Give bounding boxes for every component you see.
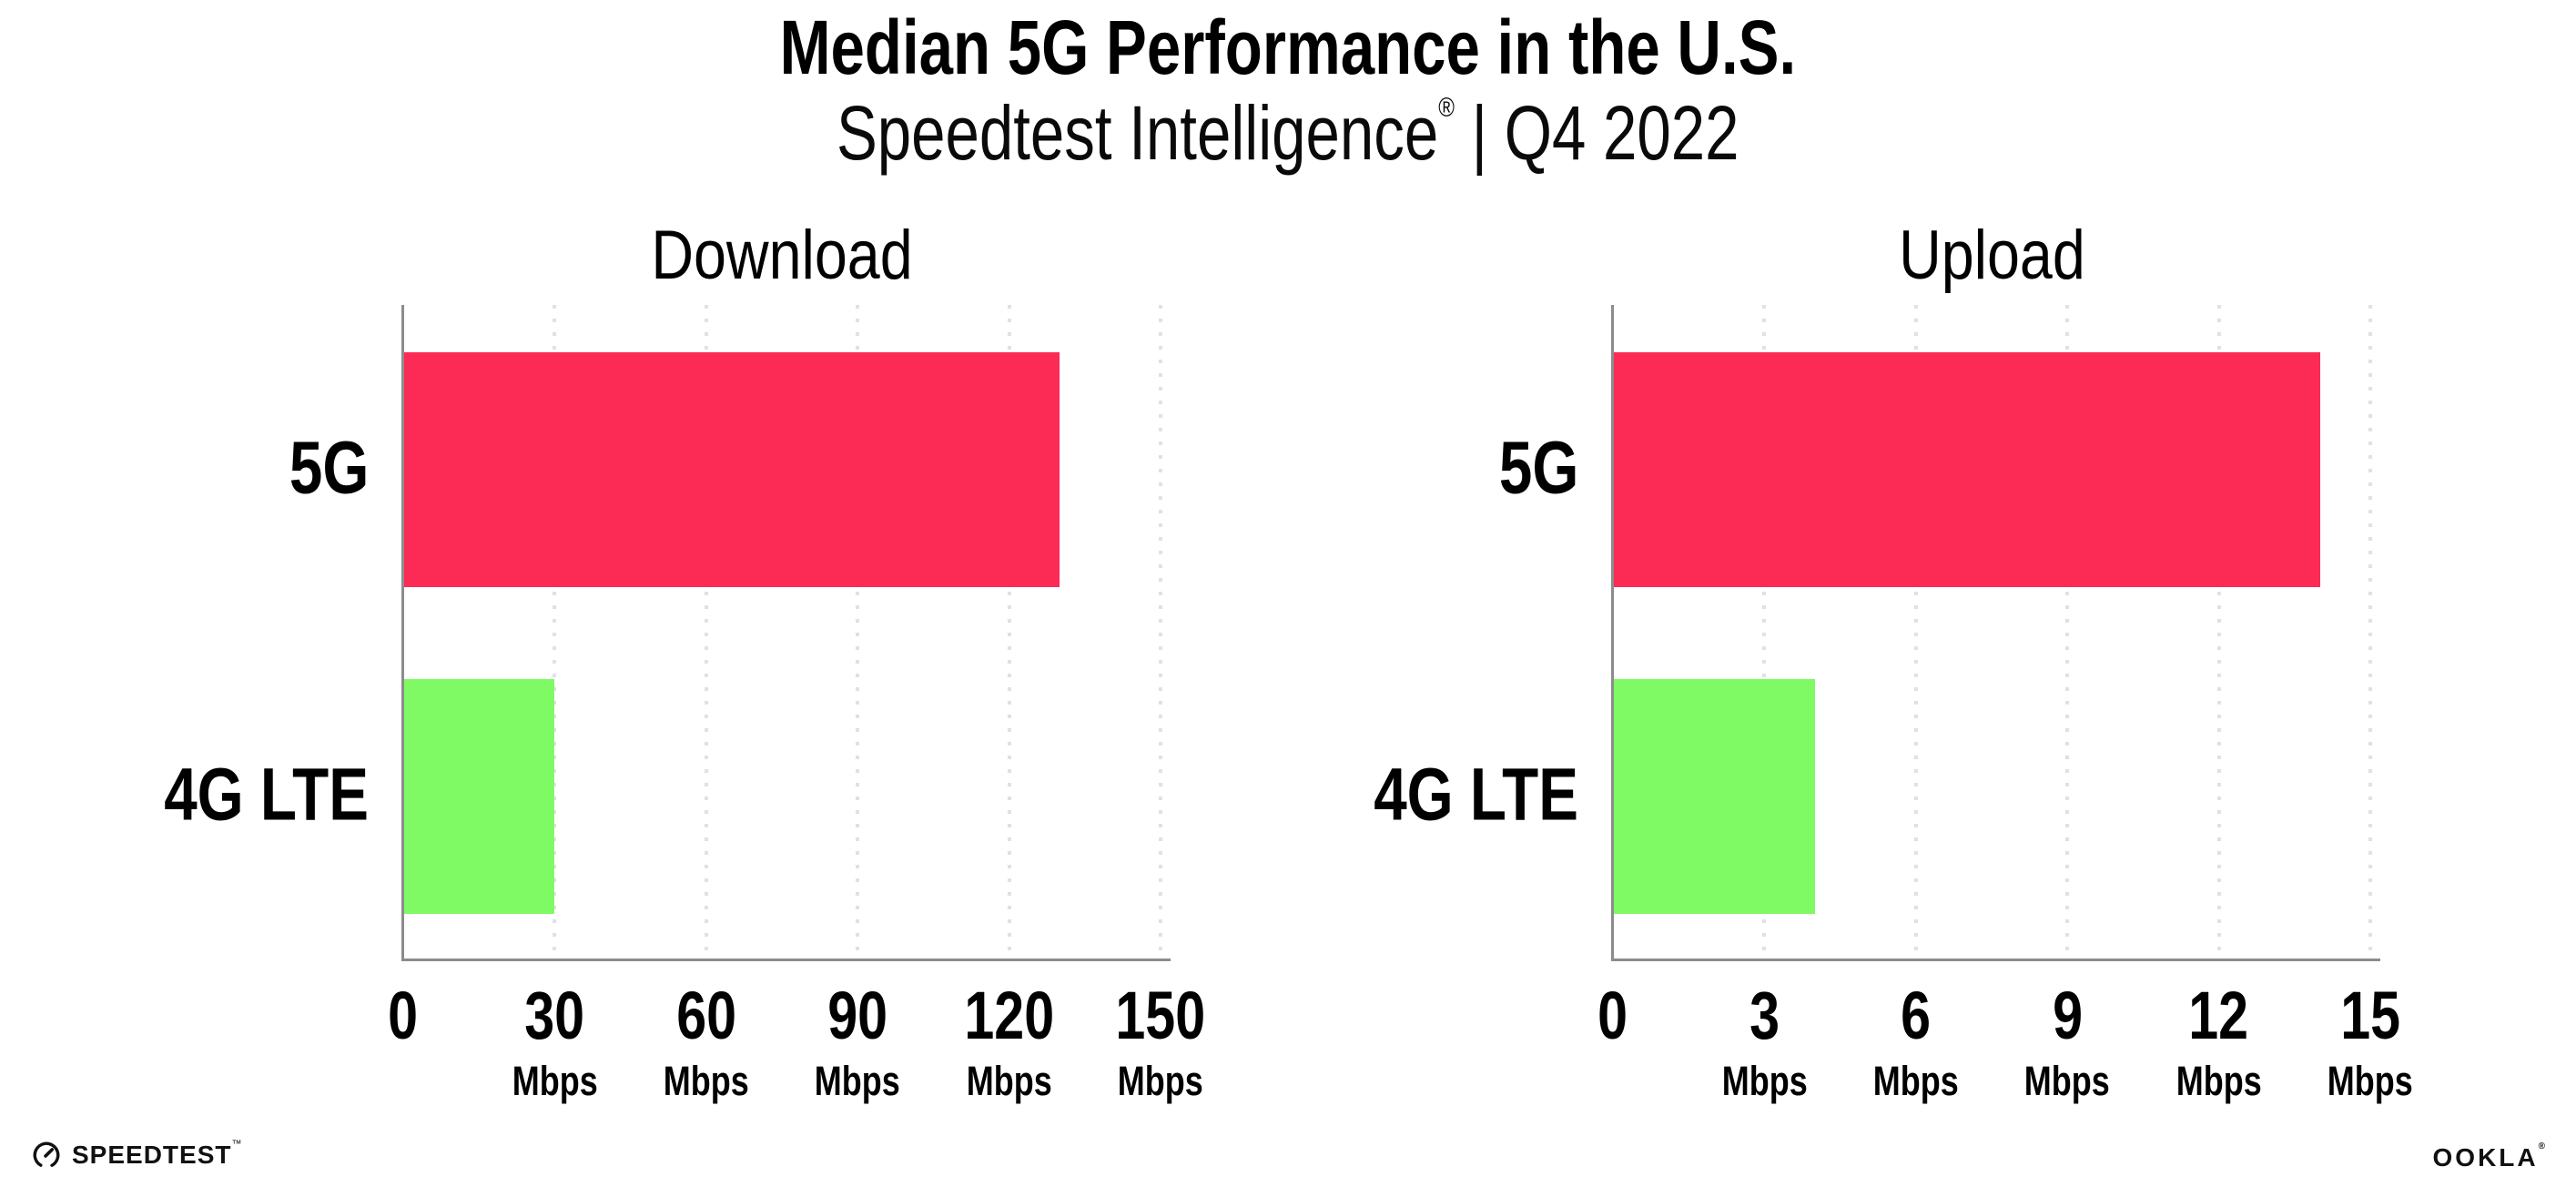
x-tick-value: 90	[827, 978, 888, 1053]
x-tick-unit: Mbps	[1721, 1058, 1808, 1104]
x-tick-unit: Mbps	[2024, 1058, 2111, 1104]
gridline	[2216, 305, 2221, 959]
x-tick-unit: Mbps	[966, 1058, 1052, 1104]
bar-4g-lte	[1613, 679, 1815, 914]
upload-chart-title: Upload	[1898, 217, 2085, 294]
x-tick-unit: Mbps	[1118, 1058, 1203, 1104]
gauge-needle-icon	[44, 1148, 55, 1158]
subtitle-period: | Q4 2022	[1471, 90, 1739, 176]
x-tick-value: 3	[1749, 978, 1780, 1053]
page-title-text: Median 5G Performance in the U.S.	[779, 5, 1797, 90]
x-tick-value: 12	[2188, 978, 2249, 1053]
x-tick: 90 Mbps	[721, 978, 994, 1104]
x-tick-value: 9	[2052, 978, 2083, 1053]
gridline	[2368, 305, 2372, 959]
x-tick-unit: Mbps	[663, 1058, 749, 1104]
x-tick: 15 Mbps	[2234, 978, 2507, 1104]
y-axis-line	[401, 305, 404, 961]
upload-chart: Upload 5G 4G LTE 0 3 Mbps 6 Mbps 9 Mbps 12 Mbps 15 M…	[1374, 221, 2413, 1102]
x-tick-value: 150	[1115, 978, 1206, 1053]
page-title: Median 5G Performance in the U.S.	[0, 5, 2576, 90]
trademark-icon: ™	[231, 1139, 243, 1150]
download-chart: Download 5G 4G LTE 0 30 Mbps 60 Mbps 90 Mbps 120 M…	[164, 221, 1205, 1102]
gridline	[1007, 305, 1011, 959]
gridline	[2065, 305, 2070, 959]
speedometer-gauge-icon	[33, 1141, 60, 1169]
x-tick-value: 60	[675, 978, 736, 1053]
download-chart-title: Download	[651, 217, 913, 294]
y-axis-line	[1611, 305, 1614, 961]
bar-5g	[403, 352, 1060, 587]
page-subtitle-text: Speedtest Intelligence® | Q4 2022	[837, 91, 1739, 175]
x-tick: 3 Mbps	[1628, 978, 1901, 1104]
bar-4g-lte	[403, 679, 555, 914]
ookla-wordmark: OOKLA	[2432, 1143, 2539, 1172]
x-tick: 9 Mbps	[1931, 978, 2204, 1104]
speedtest-wordmark: SPEEDTEST™	[72, 1139, 243, 1169]
x-tick-unit: Mbps	[2328, 1058, 2413, 1104]
x-tick: 150 Mbps	[1024, 978, 1297, 1104]
x-tick-unit: Mbps	[1872, 1058, 1959, 1104]
gridline	[856, 305, 860, 959]
x-tick: 0	[267, 982, 540, 1050]
x-tick-unit: Mbps	[512, 1058, 598, 1104]
x-tick-value: 30	[524, 978, 585, 1053]
x-tick-value: 6	[1901, 978, 1932, 1053]
registered-icon: ®	[2538, 1141, 2545, 1151]
x-axis-line	[1611, 959, 2380, 961]
gridline	[1913, 305, 1918, 959]
gridline	[1762, 305, 1767, 959]
x-tick-value: 0	[388, 978, 419, 1053]
x-tick: 120 Mbps	[873, 978, 1146, 1104]
gridline	[553, 305, 557, 959]
x-tick-value: 0	[1597, 978, 1628, 1053]
category-label: 4G LTE	[164, 753, 369, 837]
x-tick-unit: Mbps	[2175, 1058, 2262, 1104]
x-tick: 0	[1476, 982, 1749, 1050]
gridline	[1159, 305, 1162, 959]
x-tick-value: 120	[964, 978, 1054, 1053]
gridline	[704, 305, 708, 959]
page-subtitle: Speedtest Intelligence® | Q4 2022	[0, 91, 2576, 175]
x-tick: 6 Mbps	[1780, 978, 2053, 1104]
x-tick: 60 Mbps	[570, 978, 843, 1104]
x-tick: 30 Mbps	[418, 978, 691, 1104]
registered-trademark-icon: ®	[1438, 93, 1455, 123]
category-label: 5G	[1498, 426, 1578, 510]
x-axis-line	[401, 959, 1171, 961]
x-tick-unit: Mbps	[815, 1058, 901, 1104]
x-tick-value: 15	[2340, 978, 2400, 1053]
category-label: 5G	[289, 426, 369, 510]
bar-5g	[1613, 352, 2320, 587]
category-label: 4G LTE	[1374, 753, 1578, 837]
subtitle-brand: Speedtest Intelligence	[837, 90, 1439, 176]
speedtest-logo: SPEEDTEST™	[31, 1136, 242, 1174]
x-tick: 12 Mbps	[2083, 978, 2356, 1104]
ookla-logo: OOKLA®	[2432, 1141, 2545, 1172]
